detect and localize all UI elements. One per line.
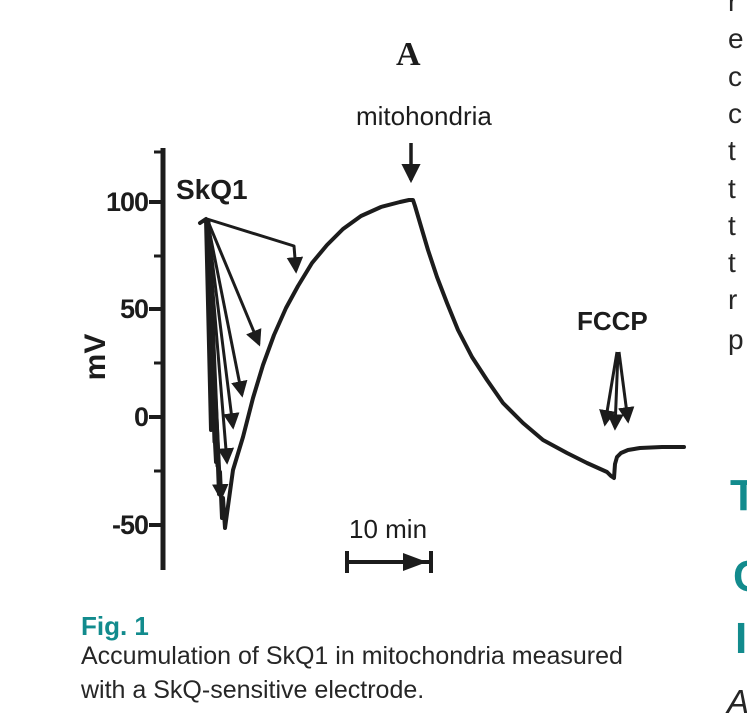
figure-caption-line-1: Accumulation of SkQ1 in mitochondria mea…: [81, 642, 623, 670]
skq1-arrow-1: [206, 217, 304, 274]
y-axis-minor-ticks: [154, 150, 163, 473]
column-body-fragment: A: [727, 683, 747, 720]
column-line-fragment-8: t: [728, 247, 736, 278]
fccp-arrow-2: [607, 351, 624, 431]
time-scale-bar-arrowhead: [403, 553, 427, 571]
y-tick-100: 100: [105, 187, 149, 217]
column-line-fragment-7: t: [728, 210, 736, 241]
column-heading-fragment-1: T: [730, 471, 747, 520]
y-tick-0: 0: [133, 402, 149, 432]
column-line-fragment-5: t: [728, 135, 736, 166]
panel-label: A: [396, 36, 421, 73]
column-line-fragment-2: e: [728, 23, 744, 54]
column-heading-fragment-3: I: [735, 614, 747, 663]
figure-caption-label: Fig. 1: [81, 611, 149, 641]
column-line-fragment-4: c: [728, 98, 742, 129]
scale-bar-label: 10 min: [349, 514, 428, 544]
column-heading-fragment-2: C: [733, 555, 747, 599]
mitochondria-label: mitohondria: [356, 101, 492, 131]
y-axis-unit-label: mV: [79, 333, 112, 381]
y-tick-50: 50: [119, 294, 149, 324]
column-line-fragment-10: p: [728, 324, 744, 355]
electrode-trace: [198, 198, 686, 530]
y-axis-major-ticks: [149, 200, 163, 527]
figure-caption-line-2: with a SkQ-sensitive electrode.: [81, 676, 425, 704]
skq1-label: SkQ1: [176, 174, 248, 205]
skq1-addition-arrows: [205, 217, 304, 501]
fccp-arrow-3: [617, 351, 635, 424]
fccp-label: FCCP: [577, 306, 648, 336]
skq1-arrow-6: [205, 218, 229, 501]
column-line-fragment-1: r: [728, 0, 738, 17]
column-line-fragment-9: r: [728, 284, 738, 315]
fccp-addition-arrows: [599, 351, 635, 431]
column-line-fragment-6: t: [728, 173, 736, 204]
y-tick-neg50: -50: [111, 510, 149, 540]
skq1-arrow-2: [205, 218, 262, 347]
skq1-arrow-3: [205, 218, 248, 398]
column-line-fragment-3: c: [728, 61, 742, 92]
fccp-arrow-1: [599, 351, 619, 427]
